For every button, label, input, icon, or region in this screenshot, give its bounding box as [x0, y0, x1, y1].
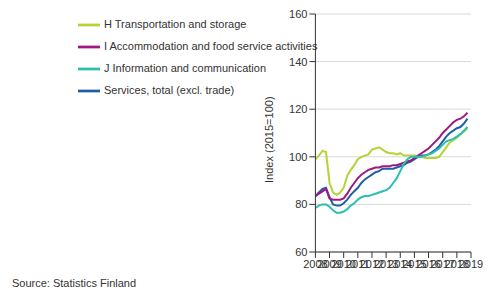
html-text:J Information and communicatio: J Information and communication	[104, 61, 266, 74]
svg-text:2014: 2014	[388, 257, 413, 270]
svg-text:2015: 2015	[402, 257, 427, 270]
svg-text:2009: 2009	[317, 257, 342, 270]
svg-text:100: 100	[289, 151, 307, 163]
html-text:I Accommodation and food servi: I Accommodation and food service activit…	[104, 39, 318, 52]
svg-text:2018: 2018	[444, 257, 470, 270]
svg-text:140: 140	[289, 56, 307, 68]
svg-text:160: 160	[289, 8, 307, 20]
svg-text:80: 80	[295, 198, 307, 210]
html-text:Source: Statistics Finland: Source: Statistics Finland	[12, 277, 137, 289]
svg-text:2011: 2011	[346, 257, 370, 270]
svg-text:2013: 2013	[373, 257, 399, 270]
svg-text:2010: 2010	[331, 257, 356, 270]
svg-text:2016: 2016	[416, 257, 441, 270]
svg-text:2012: 2012	[359, 257, 385, 270]
svg-text:Index (2015=100): Index (2015=100)	[263, 96, 275, 183]
html-text:Services, total (excl. trade): Services, total (excl. trade)	[104, 83, 235, 96]
svg-text:2019: 2019	[459, 258, 483, 270]
svg-text:60: 60	[295, 246, 307, 258]
svg-text:120: 120	[289, 103, 307, 115]
svg-text:2017: 2017	[430, 257, 455, 270]
html-text:H Transportation and storage: H Transportation and storage	[104, 17, 247, 30]
svg-text:2008: 2008	[303, 257, 328, 270]
